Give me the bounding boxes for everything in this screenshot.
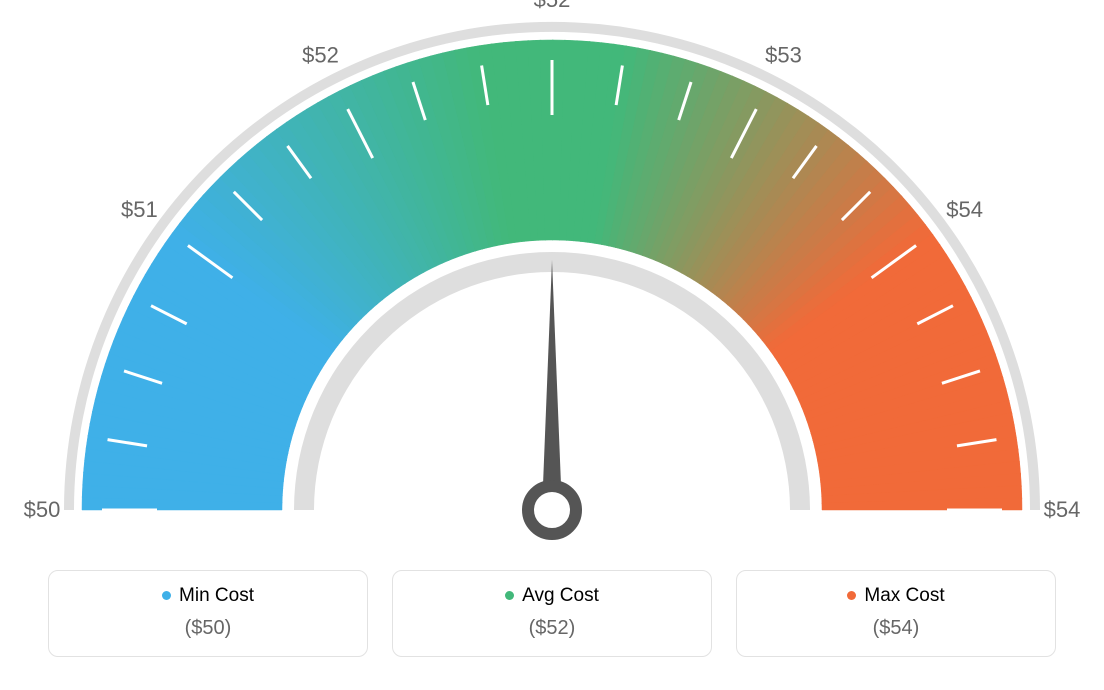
dot-min-icon xyxy=(162,591,171,600)
legend-value-max: ($54) xyxy=(747,617,1045,640)
tick-label: $54 xyxy=(1044,497,1081,522)
needle-hub-icon xyxy=(528,486,576,534)
tick-label: $54 xyxy=(946,197,983,222)
tick-label: $51 xyxy=(121,197,158,222)
tick-label: $52 xyxy=(302,43,339,68)
dot-avg-icon xyxy=(505,591,514,600)
legend-card-avg: Avg Cost ($52) xyxy=(392,570,712,657)
gauge-needle xyxy=(542,260,562,510)
dot-max-icon xyxy=(847,591,856,600)
gauge-svg: $50 $51 $52 $52 $53 $54 $54 xyxy=(0,0,1104,560)
gauge-chart: $50 $51 $52 $52 $53 $54 $54 xyxy=(0,0,1104,560)
tick-label: $53 xyxy=(765,43,802,68)
legend-title-label: Avg Cost xyxy=(522,585,599,606)
legend-card-min: Min Cost ($50) xyxy=(48,570,368,657)
legend-title-max: Max Cost xyxy=(747,585,1045,607)
legend-title-label: Max Cost xyxy=(864,585,944,606)
legend-title-label: Min Cost xyxy=(179,585,254,606)
legend-value-avg: ($52) xyxy=(403,617,701,640)
tick-label: $50 xyxy=(24,497,61,522)
legend-title-avg: Avg Cost xyxy=(403,585,701,607)
legend-title-min: Min Cost xyxy=(59,585,357,607)
tick-label: $52 xyxy=(534,0,571,12)
legend-value-min: ($50) xyxy=(59,617,357,640)
legend-card-max: Max Cost ($54) xyxy=(736,570,1056,657)
legend-row: Min Cost ($50) Avg Cost ($52) Max Cost (… xyxy=(0,560,1104,677)
